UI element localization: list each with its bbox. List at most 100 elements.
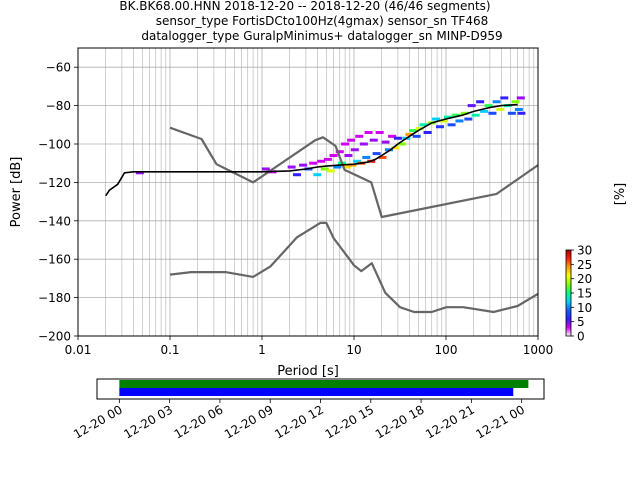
density-cell: [375, 130, 384, 134]
availability-tick-label: 12-20 06: [172, 402, 226, 441]
availability-tick-label: 12-20 00: [71, 402, 125, 441]
density-cell: [323, 157, 332, 161]
noise-model-line: [169, 126, 539, 219]
density-cell: [516, 96, 525, 100]
density-cell: [292, 173, 301, 177]
density-cell: [511, 100, 520, 104]
y-tick-label: −200: [38, 330, 71, 344]
density-cell: [447, 123, 456, 127]
density-cell: [484, 104, 493, 108]
density-cell: [409, 129, 418, 133]
colorbar-tick-label: 0: [577, 330, 585, 344]
x-tick-label: 10: [346, 343, 361, 357]
density-cell: [471, 113, 480, 117]
density-cell: [381, 140, 390, 144]
colorbar-tick-label: 5: [577, 315, 585, 329]
noise-model-line: [169, 221, 539, 314]
density-cell: [369, 138, 378, 142]
availability-bar-blue: [119, 388, 514, 396]
y-tick-label: −140: [38, 214, 71, 228]
title-line-1: BK.BK68.00.HNN 2018-12-20 -- 2018-12-20 …: [119, 0, 490, 13]
colorbar-tick-label: 10: [577, 301, 592, 315]
series-lines: [105, 103, 539, 314]
availability-bar-green: [119, 380, 529, 388]
plot-frame: [77, 47, 539, 337]
density-cell: [476, 100, 485, 104]
x-tick-label: 0.1: [160, 343, 179, 357]
colorbar-tick-label: 25: [577, 258, 592, 272]
figure-title: BK.BK68.00.HNN 2018-12-20 -- 2018-12-20 …: [119, 0, 502, 43]
density-cell: [480, 109, 489, 113]
density-cell: [397, 142, 406, 146]
mode-line: [105, 103, 518, 197]
colorbar-tick-label: 30: [577, 244, 592, 258]
density-cell: [393, 136, 402, 140]
y-tick-label: −160: [38, 253, 71, 267]
availability-tick-label: 12-20 21: [423, 402, 477, 441]
density-cell: [335, 150, 344, 154]
y-tick-label: −100: [38, 138, 71, 152]
density-cell: [348, 163, 357, 167]
density-cell: [432, 117, 441, 121]
availability-tick-label: 12-20 12: [272, 402, 326, 441]
title-line-3: datalogger_type GuralpMinimus+ datalogge…: [141, 29, 502, 43]
availability-tick-label: 12-20 03: [121, 402, 175, 441]
grid: [77, 48, 538, 337]
density-cell: [412, 134, 421, 138]
density-cell: [391, 146, 400, 150]
density-cell: [261, 167, 270, 171]
density-cell: [405, 132, 414, 136]
density-cell: [313, 173, 322, 177]
density-cells: [135, 96, 526, 177]
density-cell: [496, 107, 505, 111]
density-cell: [500, 96, 509, 100]
x-tick-label: 1000: [523, 343, 554, 357]
y-tick-label: −60: [46, 61, 71, 75]
density-cell: [488, 111, 497, 115]
x-tick-label: 100: [435, 343, 458, 357]
colorbar-tick-label: 15: [577, 287, 592, 301]
y-tick-label: −180: [38, 291, 71, 305]
density-cell: [355, 134, 364, 138]
density-cell: [353, 159, 362, 163]
y-tick-label: −80: [46, 99, 71, 113]
density-cell: [287, 165, 296, 169]
density-cell: [341, 142, 350, 146]
density-cell: [467, 104, 476, 108]
density-cell: [347, 138, 356, 142]
availability-tick-label: 12-21 00: [473, 402, 527, 441]
density-cell: [342, 165, 351, 169]
availability-tick-label: 12-20 09: [222, 402, 276, 441]
density-cell: [507, 111, 516, 115]
density-cell: [455, 119, 464, 123]
density-cell: [326, 169, 335, 173]
title-line-2: sensor_type FortisDCto100Hz(4gmax) senso…: [156, 14, 488, 28]
colorbar-label: [%]: [613, 183, 628, 206]
x-tick-label: 1: [258, 343, 266, 357]
density-cell: [451, 113, 460, 117]
density-cell: [344, 154, 353, 158]
availability-tick-label: 12-20 18: [373, 402, 427, 441]
density-cell: [372, 152, 381, 156]
density-cell: [364, 130, 373, 134]
colorbar-gradient: [565, 249, 572, 337]
availability-bars: [119, 380, 529, 396]
density-cell: [423, 130, 432, 134]
availability-tick-label: 12-20 15: [323, 402, 377, 441]
density-cell: [460, 111, 469, 115]
density-cell: [439, 119, 448, 123]
y-ticks: −200 −180 −160 −140 −120 −100 −80 −60: [38, 61, 78, 344]
density-cell: [415, 127, 424, 131]
density-cell: [317, 159, 326, 163]
density-cell: [299, 163, 308, 167]
density-cell: [443, 115, 452, 119]
density-cell: [135, 171, 144, 175]
density-cell: [435, 125, 444, 129]
density-cell: [384, 148, 393, 152]
density-cell: [320, 167, 329, 171]
density-cell: [359, 142, 368, 146]
density-cell: [514, 107, 523, 111]
